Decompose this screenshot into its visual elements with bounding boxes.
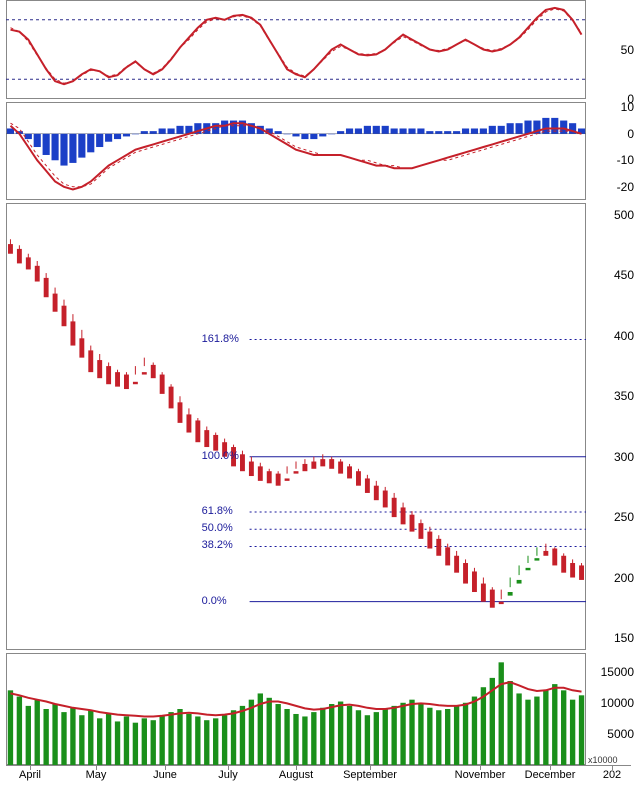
- volume-multiplier-note: x10000: [588, 755, 618, 765]
- x-axis-labels: April May June July August September November D…: [6, 765, 586, 787]
- y-tick-label: 250: [614, 510, 634, 524]
- y-tick-label: 450: [614, 268, 634, 282]
- rsi-chart: [6, 0, 586, 99]
- fib-level-label: 0.0%: [202, 595, 227, 607]
- x-tick-label: July: [218, 769, 238, 787]
- y-tick-label: 10: [621, 100, 634, 114]
- y-tick-label: 150: [614, 631, 634, 645]
- x-tick-label: August: [279, 769, 313, 787]
- x-tick-label: November: [455, 769, 506, 787]
- fib-level-label: 50.0%: [202, 522, 233, 534]
- y-tick-label: 15000: [601, 665, 634, 679]
- y-tick-label: 400: [614, 329, 634, 343]
- y-tick-label: 50: [621, 43, 634, 57]
- y-tick-label: 5000: [607, 727, 634, 741]
- fib-level-label: 38.2%: [202, 539, 233, 551]
- y-tick-label: 350: [614, 389, 634, 403]
- y-tick-label: -10: [617, 153, 634, 167]
- volume-chart: [6, 653, 586, 765]
- y-tick-label: 0: [627, 127, 634, 141]
- price-chart: [6, 203, 586, 650]
- x-tick-label: April: [19, 769, 41, 787]
- y-tick-label: 300: [614, 450, 634, 464]
- y-tick-label: 10000: [601, 696, 634, 710]
- x-tick-label: 202: [603, 769, 621, 787]
- x-tick-label: June: [153, 769, 177, 787]
- fib-level-label: 61.8%: [202, 505, 233, 517]
- fib-level-label: 100.0%: [202, 450, 239, 462]
- y-tick-label: -20: [617, 180, 634, 194]
- fib-level-label: 161.8%: [202, 333, 239, 345]
- x-tick-label: December: [525, 769, 576, 787]
- y-tick-label: 500: [614, 208, 634, 222]
- macd-chart: [6, 102, 586, 200]
- x-tick-label: September: [343, 769, 397, 787]
- x-tick-label: May: [86, 769, 107, 787]
- y-tick-label: 200: [614, 571, 634, 585]
